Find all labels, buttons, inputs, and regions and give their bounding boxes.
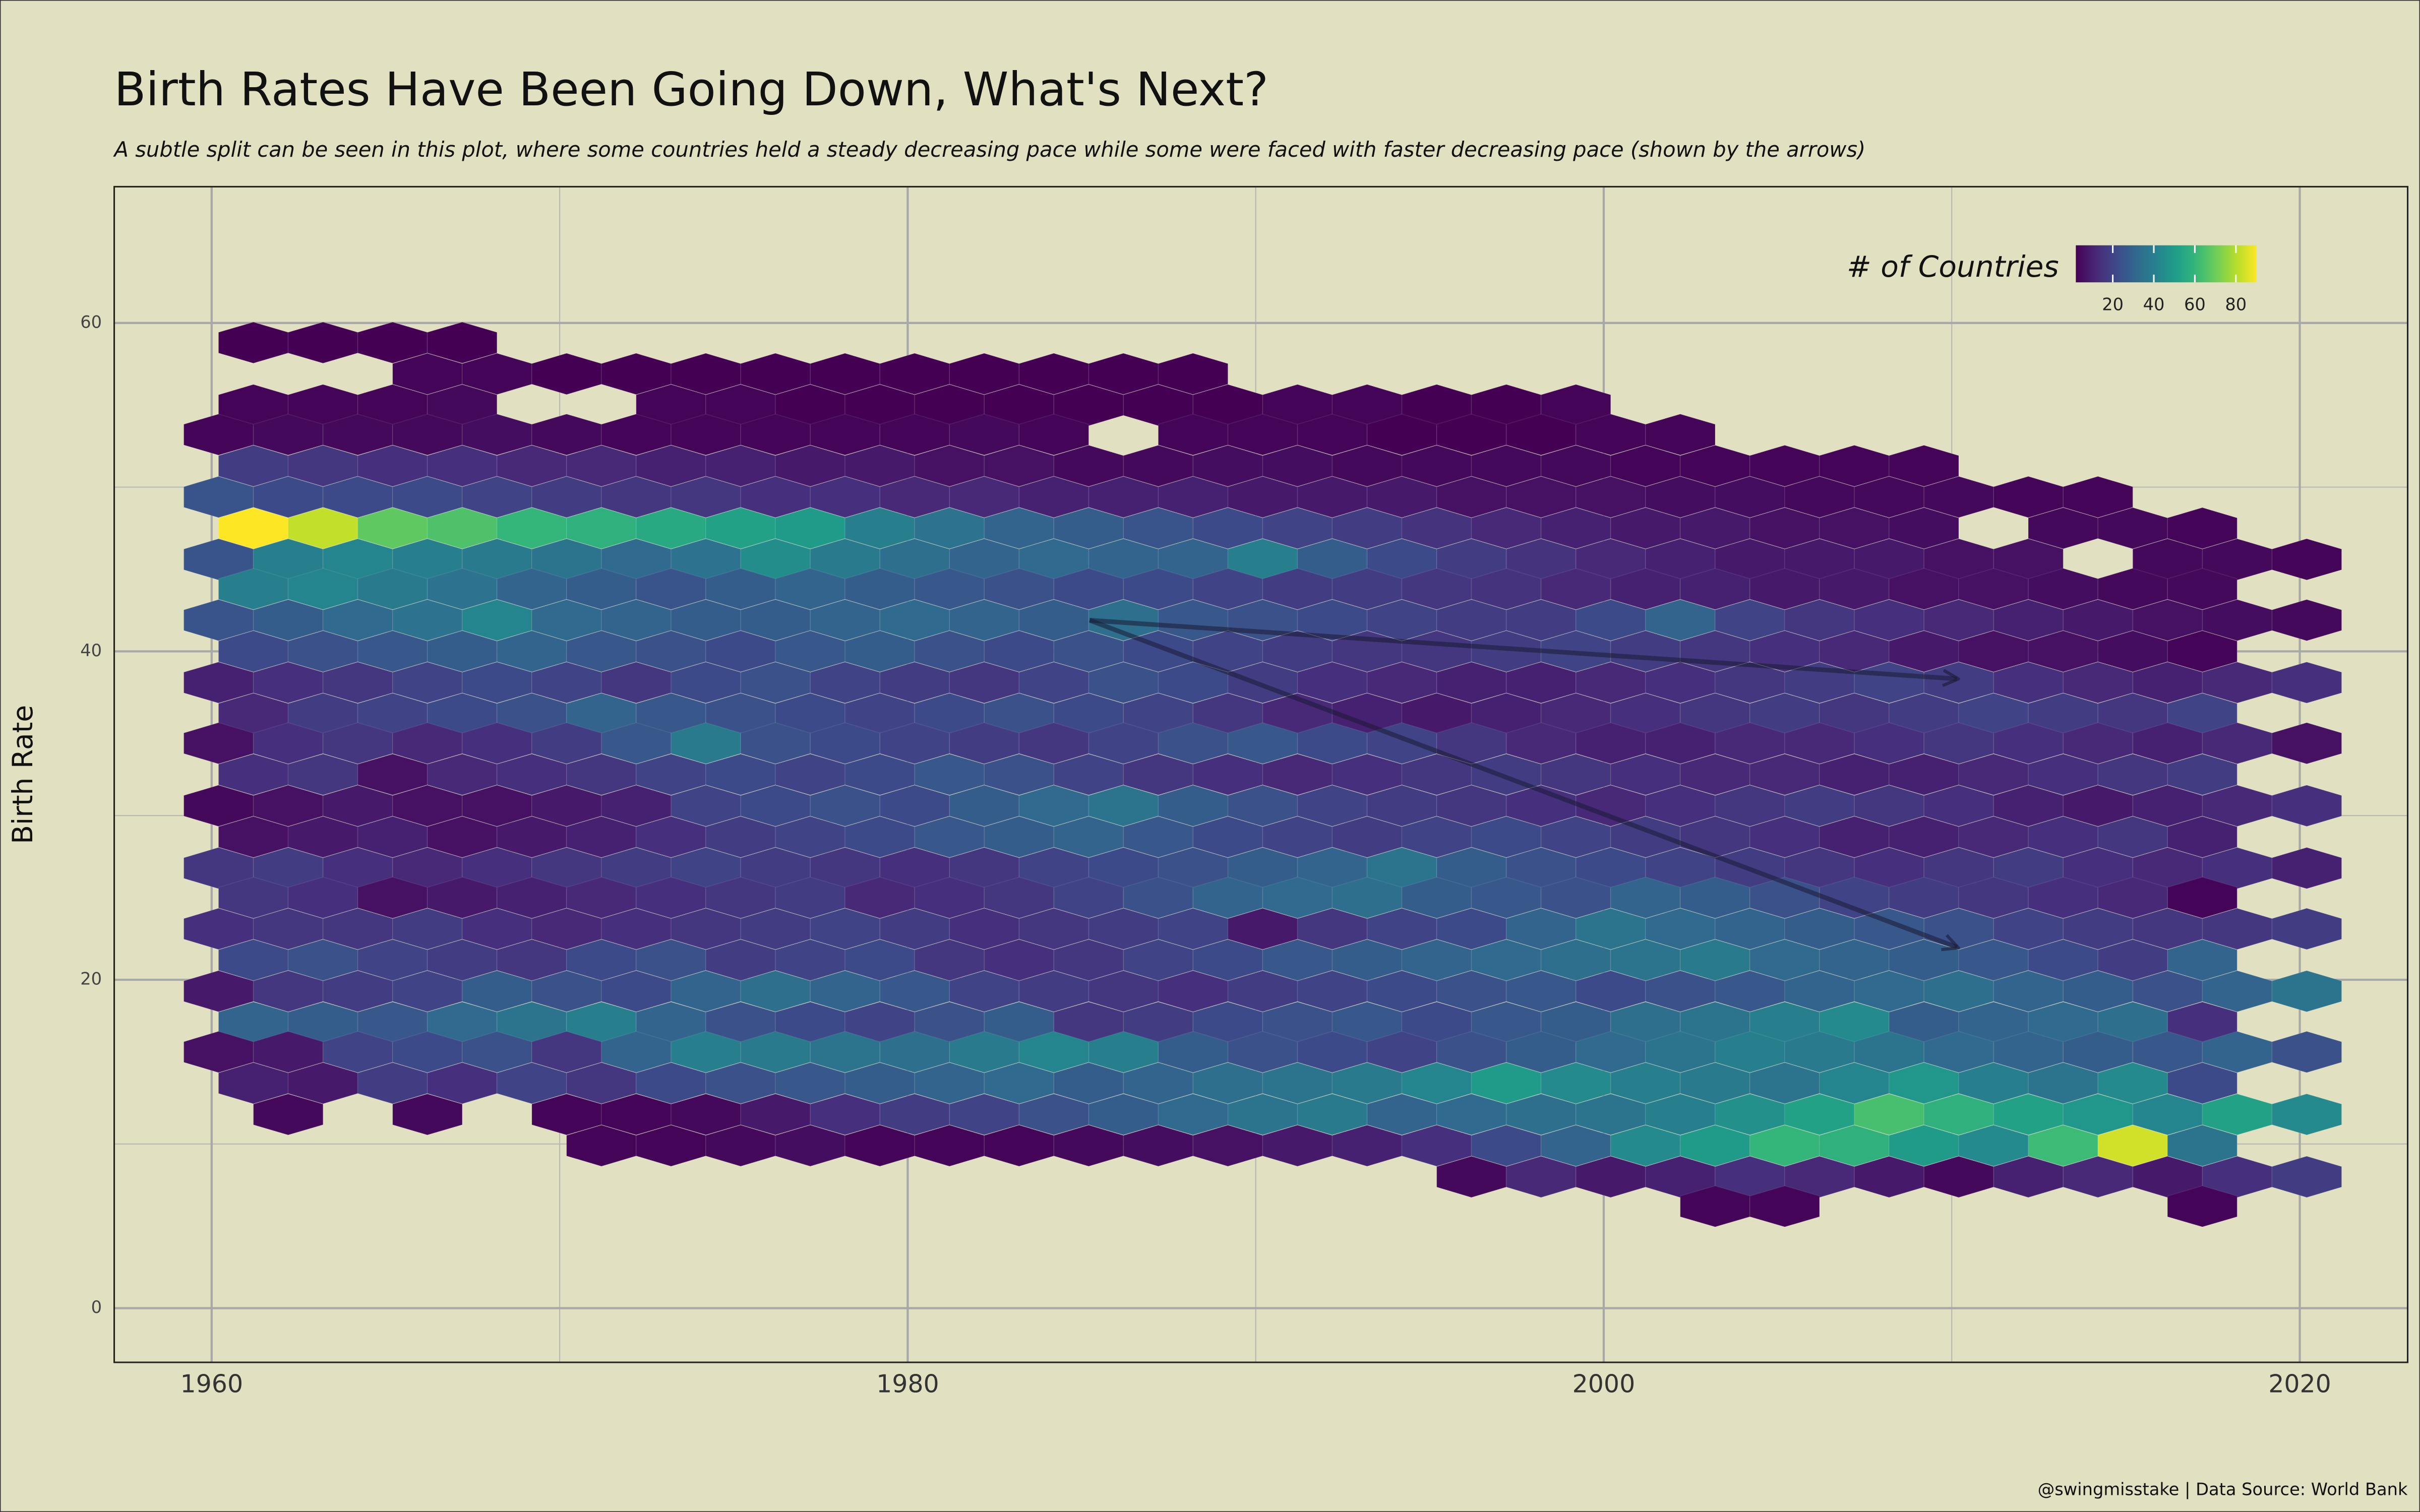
hex-bin [2167, 815, 2238, 858]
y-tick-label: 40 [80, 641, 102, 660]
hex-bin [2167, 1185, 2238, 1228]
hex-bin [2063, 476, 2134, 518]
hex-bin [1645, 413, 1716, 456]
hex-bin [2271, 722, 2342, 765]
arrow [1089, 618, 1957, 679]
hex-bin [1158, 353, 1229, 395]
hex-bin [1889, 507, 1959, 549]
hex-bin [2167, 1062, 2238, 1104]
x-tick-label: 1980 [876, 1369, 939, 1398]
hex-bin [1749, 1185, 1820, 1228]
x-tick-label: 2000 [1572, 1369, 1636, 1398]
hex-bin [2167, 753, 2238, 796]
hex-bin [2167, 568, 2238, 610]
hex-bin [2271, 1093, 2342, 1136]
y-tick-label: 20 [80, 969, 102, 988]
annotation-arrows [1088, 618, 1957, 948]
x-tick-label: 2020 [2268, 1369, 2331, 1398]
hex-bin [2167, 507, 2238, 549]
legend-title: # of Countries [1847, 249, 2059, 284]
legend: # of Countries 20 40 60 80 [1847, 245, 2257, 314]
hexes [183, 322, 2342, 1228]
hex-bin [2167, 1124, 2238, 1167]
legend-tick-label: 60 [2184, 295, 2206, 314]
hex-bin [1889, 445, 1959, 487]
legend-tick-label: 40 [2143, 295, 2165, 314]
hex-bin [2271, 970, 2342, 1013]
hex-bin [2271, 661, 2342, 704]
hex-bin [392, 1093, 463, 1136]
hex-bin [2271, 784, 2342, 827]
legend-tick-label: 80 [2225, 295, 2247, 314]
hex-bin [427, 322, 498, 364]
hex-bin [2271, 538, 2342, 581]
colorbar [2076, 245, 2257, 283]
hex-bin [2271, 1156, 2342, 1198]
chart-subtitle: A subtle split can be seen in this plot,… [113, 137, 1866, 162]
arrow [1088, 618, 1957, 948]
y-tick-label: 60 [80, 312, 102, 332]
x-tick-label: 1960 [180, 1369, 243, 1398]
caption: @swingmisstake | Data Source: World Bank [2038, 1480, 2408, 1499]
y-tick-label: 0 [91, 1297, 102, 1317]
hex-bin [2271, 847, 2342, 890]
hex-bin [2271, 1031, 2342, 1074]
panel-border [113, 185, 2409, 1363]
hex-bin [2271, 599, 2342, 642]
hex-bin [2167, 876, 2238, 919]
y-axis-label: Birth Rate [7, 705, 39, 844]
hex-bin [1018, 413, 1090, 456]
legend-tick-label: 20 [2102, 295, 2124, 314]
hex-bin [2167, 939, 2238, 981]
hex-bin [2167, 630, 2238, 673]
chart-title: Birth Rates Have Been Going Down, What's… [114, 62, 1268, 116]
hex-bin [2271, 908, 2342, 950]
hex-bin [253, 1093, 324, 1136]
